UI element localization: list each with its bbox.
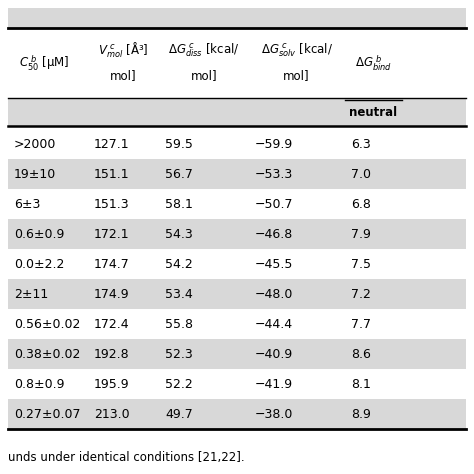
Text: 127.1: 127.1	[94, 137, 130, 151]
Bar	[8, 339, 466, 369]
Text: mol]: mol]	[283, 69, 310, 82]
Bar	[8, 219, 466, 249]
Text: 172.1: 172.1	[94, 228, 130, 240]
Text: mol]: mol]	[191, 69, 217, 82]
Text: 19±10: 19±10	[14, 167, 56, 181]
Text: 6.3: 6.3	[351, 137, 370, 151]
Text: 7.9: 7.9	[351, 228, 371, 240]
Text: 195.9: 195.9	[94, 377, 130, 391]
Text: 0.27±0.07: 0.27±0.07	[14, 408, 81, 420]
Bar	[8, 279, 466, 309]
Text: 7.0: 7.0	[351, 167, 371, 181]
Text: −48.0: −48.0	[255, 288, 293, 301]
Bar	[8, 399, 466, 429]
Text: −45.5: −45.5	[255, 257, 293, 271]
Text: 0.56±0.02: 0.56±0.02	[14, 318, 81, 330]
Text: −41.9: −41.9	[255, 377, 292, 391]
Text: 49.7: 49.7	[165, 408, 193, 420]
Text: −40.9: −40.9	[255, 347, 293, 361]
Text: >2000: >2000	[14, 137, 56, 151]
Text: $\Delta G_{bind}^{\ b}$: $\Delta G_{bind}^{\ b}$	[355, 53, 392, 73]
Text: 0.6±0.9: 0.6±0.9	[14, 228, 64, 240]
Text: −38.0: −38.0	[255, 408, 293, 420]
Text: mol]: mol]	[110, 69, 137, 82]
Text: 56.7: 56.7	[165, 167, 193, 181]
Bar	[8, 249, 466, 279]
Bar	[8, 309, 466, 339]
Bar	[8, 189, 466, 219]
Text: $V_{mol}^{\ c}$ [Å³]: $V_{mol}^{\ c}$ [Å³]	[99, 41, 149, 60]
Text: 58.1: 58.1	[165, 198, 193, 210]
Text: 54.3: 54.3	[165, 228, 193, 240]
Text: 6.8: 6.8	[351, 198, 371, 210]
Bar	[8, 98, 466, 126]
Text: 8.1: 8.1	[351, 377, 371, 391]
Text: 52.2: 52.2	[165, 377, 193, 391]
Text: unds under identical conditions [21,22].: unds under identical conditions [21,22].	[8, 451, 245, 464]
Bar	[8, 28, 466, 98]
Text: 7.7: 7.7	[351, 318, 371, 330]
Text: 151.3: 151.3	[94, 198, 130, 210]
Text: $\Delta G_{solv}^{\ c}$ [kcal/: $\Delta G_{solv}^{\ c}$ [kcal/	[261, 42, 333, 59]
Text: 0.8±0.9: 0.8±0.9	[14, 377, 64, 391]
Text: 213.0: 213.0	[94, 408, 130, 420]
Text: 174.9: 174.9	[94, 288, 130, 301]
Text: $\Delta G_{diss}^{\ c}$ [kcal/: $\Delta G_{diss}^{\ c}$ [kcal/	[168, 42, 239, 59]
Text: 53.4: 53.4	[165, 288, 193, 301]
Text: 8.6: 8.6	[351, 347, 371, 361]
Text: −59.9: −59.9	[255, 137, 293, 151]
Text: 55.8: 55.8	[165, 318, 193, 330]
Text: 0.0±2.2: 0.0±2.2	[14, 257, 64, 271]
Text: −44.4: −44.4	[255, 318, 292, 330]
Text: 7.5: 7.5	[351, 257, 371, 271]
Text: 0.38±0.02: 0.38±0.02	[14, 347, 81, 361]
Bar	[8, 159, 466, 189]
Text: 192.8: 192.8	[94, 347, 130, 361]
Bar	[8, 129, 466, 159]
Text: 8.9: 8.9	[351, 408, 371, 420]
Text: 151.1: 151.1	[94, 167, 130, 181]
Bar	[8, 8, 466, 28]
Text: 7.2: 7.2	[351, 288, 371, 301]
Text: 174.7: 174.7	[94, 257, 130, 271]
Text: neutral: neutral	[349, 106, 397, 118]
Text: 59.5: 59.5	[165, 137, 193, 151]
Text: −46.8: −46.8	[255, 228, 293, 240]
Text: $C_{50}^{\ b}$ [μM]: $C_{50}^{\ b}$ [μM]	[19, 53, 69, 73]
Text: 54.2: 54.2	[165, 257, 193, 271]
Text: 2±11: 2±11	[14, 288, 48, 301]
Text: 6±3: 6±3	[14, 198, 40, 210]
Bar	[8, 369, 466, 399]
Text: 52.3: 52.3	[165, 347, 193, 361]
Text: −50.7: −50.7	[255, 198, 293, 210]
Text: 172.4: 172.4	[94, 318, 130, 330]
Text: −53.3: −53.3	[255, 167, 293, 181]
